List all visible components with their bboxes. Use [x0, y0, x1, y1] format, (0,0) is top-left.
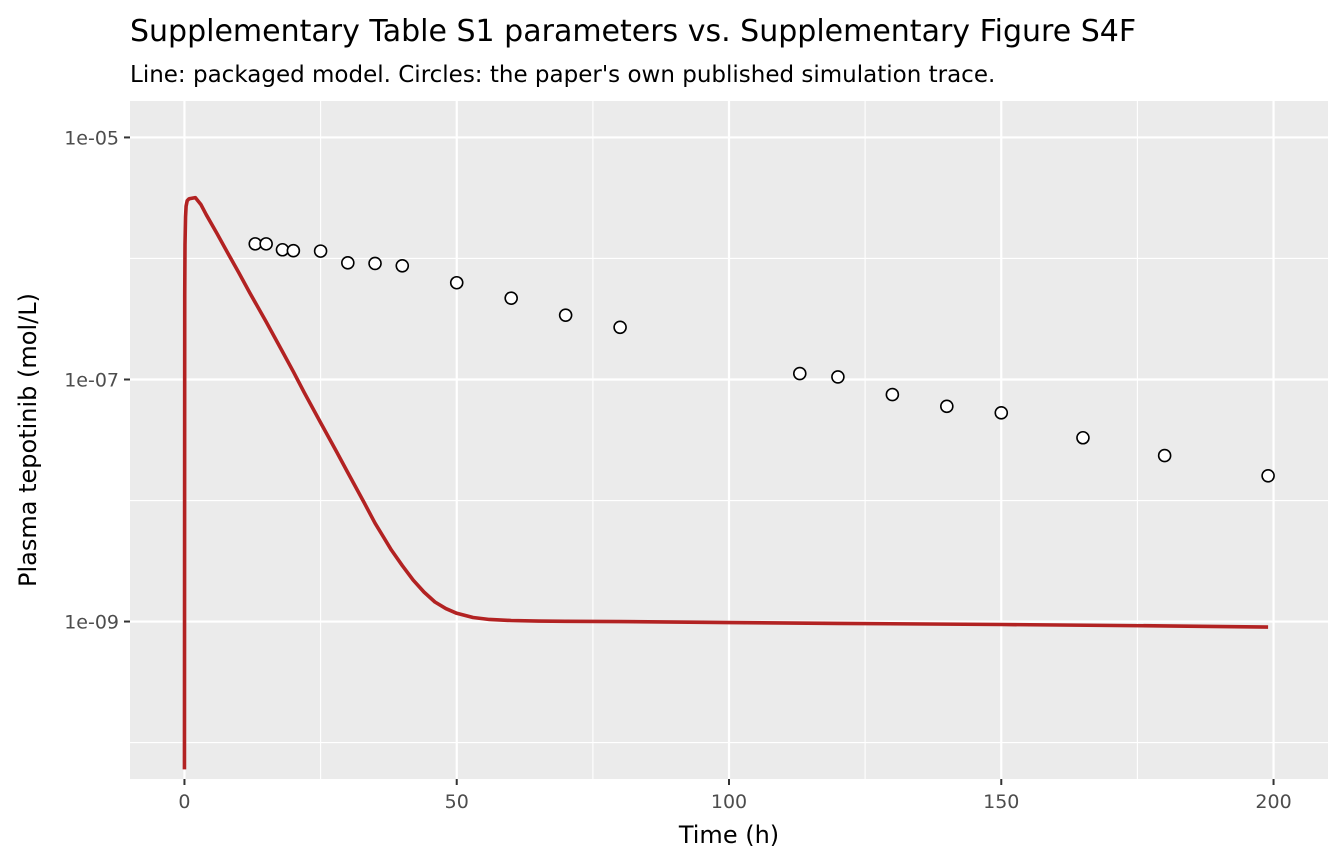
- data-point: [313, 244, 328, 258]
- chart-subtitle: Line: packaged model. Circles: the paper…: [130, 62, 995, 88]
- data-point: [885, 387, 900, 402]
- y-tick-label: 1e-09: [64, 612, 119, 634]
- x-tick-label: 150: [983, 791, 1019, 813]
- x-tick-label: 200: [1255, 791, 1291, 813]
- data-point: [1261, 469, 1275, 483]
- y-axis: 1e-09 1e-07 1e-05: [64, 127, 130, 634]
- x-tick-label: 0: [178, 791, 190, 813]
- data-point: [341, 256, 355, 270]
- data-point: [1157, 448, 1172, 463]
- data-point: [368, 256, 382, 271]
- model-line: [182, 195, 1269, 770]
- y-tick-label: 1e-05: [64, 127, 119, 149]
- data-marks: [182, 195, 1269, 770]
- data-point: [449, 275, 464, 290]
- data-point: [792, 366, 807, 381]
- y-axis-title: Plasma tepotinib (mol/L): [14, 293, 42, 587]
- data-point: [259, 237, 273, 251]
- data-point: [395, 258, 410, 273]
- y-tick-label: 1e-07: [64, 369, 119, 391]
- data-point: [558, 308, 573, 322]
- chart-title: Supplementary Table S1 parameters vs. Su…: [130, 14, 1136, 49]
- data-point: [831, 370, 845, 384]
- data-point: [504, 291, 518, 305]
- data-point: [994, 406, 1009, 420]
- x-axis-title: Time (h): [678, 821, 779, 849]
- data-point: [613, 320, 627, 335]
- x-tick-label: 50: [445, 791, 469, 813]
- data-point: [286, 243, 301, 258]
- x-axis: 0 50 100 150 200: [178, 779, 1292, 813]
- data-point: [1076, 430, 1090, 445]
- data-point: [940, 399, 954, 414]
- data-points: [248, 237, 1275, 483]
- x-tick-label: 100: [711, 791, 747, 813]
